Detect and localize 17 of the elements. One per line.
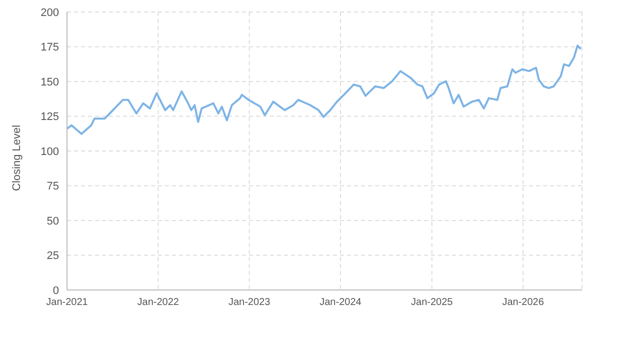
- x-tick-label: Jan-2023: [228, 297, 271, 308]
- y-tick-label: 125: [40, 111, 59, 124]
- y-tick-label: 75: [46, 180, 59, 193]
- line-series: [67, 44, 582, 135]
- x-tick-label: Jan-2022: [137, 297, 180, 308]
- y-tick-label: 150: [40, 76, 59, 88]
- x-tick-label: Jan-2026: [502, 297, 544, 308]
- y-axis-title: Closing Level: [10, 124, 23, 191]
- y-tick-label: 25: [46, 250, 59, 262]
- y-tick-label: 175: [40, 42, 59, 54]
- y-tick-label: 100: [40, 146, 59, 158]
- y-tick-label: 200: [40, 6, 59, 19]
- x-tick-label: Jan-2024: [320, 297, 362, 308]
- y-tick-label: 0: [52, 284, 59, 297]
- x-tick-label: Jan-2025: [411, 297, 454, 308]
- x-tick-label: Jan-2021: [46, 297, 88, 308]
- y-tick-label: 50: [46, 215, 59, 228]
